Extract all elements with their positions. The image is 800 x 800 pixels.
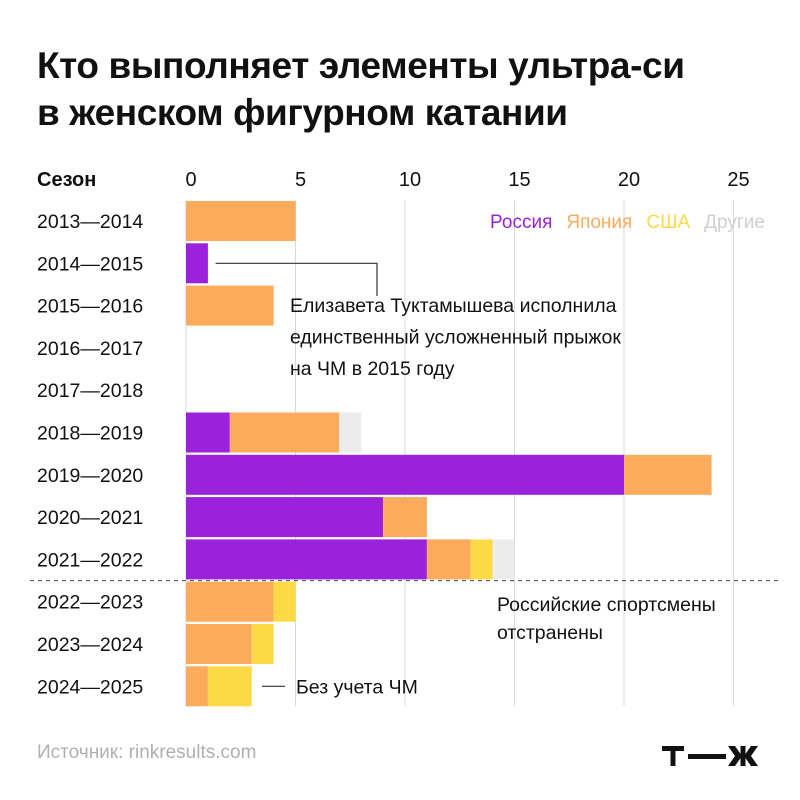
bar-segment-fbab5b-2023—2024 bbox=[186, 624, 252, 664]
category-label: 2024—2025 bbox=[37, 676, 143, 698]
category-label: 2020—2021 bbox=[37, 507, 143, 529]
category-label: 2018—2019 bbox=[37, 423, 143, 445]
category-label: 2023—2024 bbox=[37, 634, 143, 656]
legend-item: Другие bbox=[704, 212, 765, 233]
source-note: Источник: rinkresults.com bbox=[37, 742, 257, 763]
bar-segment-fbab5b-2024—2025 bbox=[186, 666, 208, 707]
title-line-2: в женском фигурном катании bbox=[37, 92, 568, 133]
bar-segment-ececec-2018—2019 bbox=[339, 412, 362, 453]
bar-segment-fbab5b-2020—2021 bbox=[383, 497, 427, 538]
x-tick-label-15: 15 bbox=[508, 169, 530, 191]
bar-segment-9b21db-2021—2022 bbox=[186, 539, 427, 580]
annotation-suspended-line: отстранены bbox=[497, 622, 603, 644]
category-label: 2017—2018 bbox=[37, 380, 143, 402]
bar-segment-9b21db-2019—2020 bbox=[186, 454, 624, 495]
annotation-leader-line bbox=[215, 262, 378, 296]
category-label: 2015—2016 bbox=[37, 296, 143, 318]
bar-segment-fbab5b-2021—2022 bbox=[426, 539, 471, 580]
legend-item: Япония bbox=[566, 212, 632, 233]
bar-segment-fdd946-2022—2023 bbox=[273, 581, 296, 622]
annotation-suspended-line: Российские спортсмены bbox=[497, 594, 716, 616]
bar-segment-9b21db-2014—2015 bbox=[186, 243, 208, 284]
bar-segment-fbab5b-2022—2023 bbox=[186, 581, 274, 622]
bar-segment-fdd946-2024—2025 bbox=[207, 666, 252, 707]
bar-segment-fbab5b-2013—2014 bbox=[186, 201, 296, 241]
legend-item: США bbox=[646, 212, 690, 233]
bar-segment-ececec-2021—2022 bbox=[492, 539, 515, 580]
category-label: 2014—2015 bbox=[37, 253, 143, 275]
chart-title: Кто выполняет элементы ультра-си в женск… bbox=[37, 42, 777, 136]
x-tick-label-10: 10 bbox=[399, 169, 421, 191]
x-tick-label-0: 0 bbox=[185, 169, 196, 191]
bar-segment-fdd946-2021—2022 bbox=[470, 539, 493, 580]
bar-segment-fbab5b-2015—2016 bbox=[186, 285, 274, 326]
annotation-tuktamysheva-line: единственный усложненный прыжок bbox=[290, 327, 621, 349]
bar-segment-fbab5b-2019—2020 bbox=[624, 454, 712, 495]
bar-segment-9b21db-2018—2019 bbox=[186, 412, 230, 453]
category-label: 2013—2014 bbox=[37, 211, 143, 233]
category-label: 2021—2022 bbox=[37, 549, 143, 571]
category-label: 2016—2017 bbox=[37, 338, 143, 360]
bar-segment-fbab5b-2018—2019 bbox=[229, 412, 340, 453]
annotation-no-wc: Без учета ЧМ bbox=[296, 676, 418, 698]
annotation-tuktamysheva-line: Елизавета Туктамышева исполнила bbox=[290, 295, 617, 317]
category-label: 2022—2023 bbox=[37, 592, 143, 614]
legend-item: Россия bbox=[490, 212, 552, 233]
x-tick-label-5: 5 bbox=[295, 169, 306, 191]
annotation-tuktamysheva-line: на ЧМ в 2015 году bbox=[290, 358, 455, 380]
bar-segment-9b21db-2020—2021 bbox=[186, 497, 384, 538]
title-line-1: Кто выполняет элементы ультра-си bbox=[37, 45, 685, 86]
x-tick-label-20: 20 bbox=[618, 169, 640, 191]
tzh-logo bbox=[662, 746, 758, 766]
category-header: Сезон bbox=[37, 169, 96, 191]
x-tick-label-25: 25 bbox=[727, 169, 749, 191]
category-label: 2019—2020 bbox=[37, 465, 143, 487]
bar-segment-fdd946-2023—2024 bbox=[251, 624, 274, 664]
